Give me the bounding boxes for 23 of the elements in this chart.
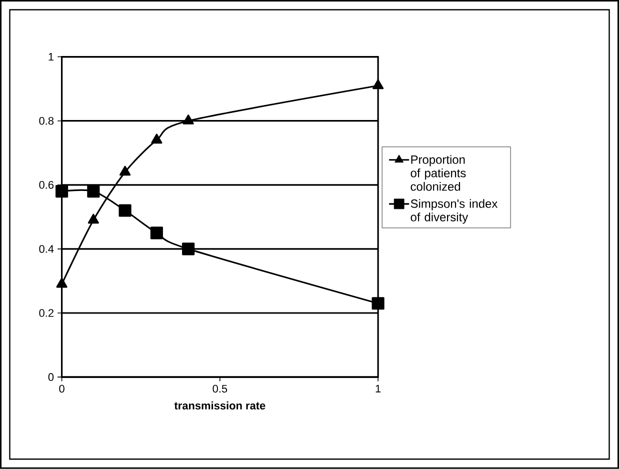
y-tick-label: 1 <box>48 53 54 61</box>
point <box>150 226 163 240</box>
legend-label: Proportion of patients colonized <box>410 155 466 191</box>
point <box>118 204 132 217</box>
legend-label: Simpson's index of diversity <box>410 199 498 224</box>
y-tick-label: 0.4 <box>39 245 54 253</box>
x-axis-title: transmission rate <box>174 402 266 410</box>
x-tick-label: 0 <box>59 384 64 393</box>
point <box>372 297 384 310</box>
x-tick-label: 0.5 <box>212 384 228 393</box>
y-tick-label: 0 <box>48 373 54 381</box>
point <box>56 185 68 198</box>
point <box>88 214 99 224</box>
point <box>151 134 162 144</box>
point <box>120 166 131 176</box>
y-tick-label: 0.2 <box>39 309 54 317</box>
point <box>372 79 384 90</box>
y-tick-label: 0.6 <box>39 181 54 189</box>
y-tick-label: 0.8 <box>39 117 54 125</box>
x-tick-label: 1 <box>376 384 381 392</box>
point <box>87 185 100 198</box>
point <box>182 242 195 256</box>
point <box>182 114 194 124</box>
